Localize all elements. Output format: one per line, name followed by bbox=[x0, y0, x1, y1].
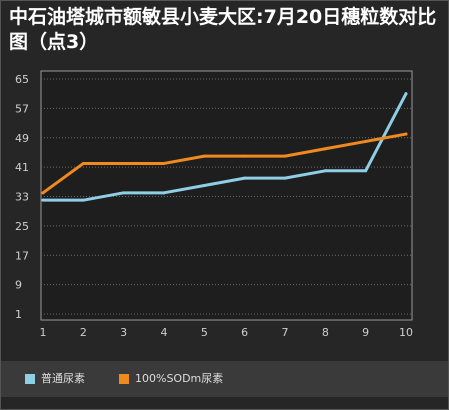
legend: 普通尿素 100%SODm尿素 bbox=[1, 361, 448, 397]
data-point-series-1[interactable] bbox=[243, 176, 247, 180]
data-point-series-1[interactable] bbox=[364, 169, 368, 173]
data-point-series-2[interactable] bbox=[283, 154, 287, 158]
x-tick-label: 6 bbox=[241, 326, 248, 339]
legend-swatch-series-2 bbox=[119, 374, 129, 384]
data-point-series-1[interactable] bbox=[404, 92, 408, 96]
data-point-series-2[interactable] bbox=[364, 139, 368, 143]
y-tick-label: 41 bbox=[15, 161, 29, 174]
data-point-series-2[interactable] bbox=[404, 132, 408, 136]
legend-swatch-series-1 bbox=[25, 374, 35, 384]
data-point-series-2[interactable] bbox=[202, 154, 206, 158]
legend-label-series-1: 普通尿素 bbox=[41, 372, 85, 385]
series-line-2[interactable] bbox=[41, 132, 408, 195]
y-tick-label: 1 bbox=[15, 308, 22, 321]
data-point-series-1[interactable] bbox=[41, 198, 45, 202]
x-tick-label: 2 bbox=[80, 326, 87, 339]
y-tick-label: 65 bbox=[15, 73, 29, 86]
y-tick-label: 9 bbox=[15, 279, 22, 292]
x-tick-label: 8 bbox=[322, 326, 329, 339]
data-point-series-2[interactable] bbox=[162, 161, 166, 165]
y-tick-label: 57 bbox=[15, 102, 29, 115]
y-tick-label: 33 bbox=[15, 191, 29, 204]
legend-label-series-2: 100%SODm尿素 bbox=[135, 372, 224, 385]
data-point-series-1[interactable] bbox=[323, 169, 327, 173]
x-tick-label: 1 bbox=[40, 326, 47, 339]
y-tick-label: 25 bbox=[15, 220, 29, 233]
series-line-1[interactable] bbox=[41, 92, 408, 202]
data-point-series-2[interactable] bbox=[323, 147, 327, 151]
data-point-series-2[interactable] bbox=[243, 154, 247, 158]
x-tick-label: 7 bbox=[282, 326, 289, 339]
x-tick-label: 3 bbox=[120, 326, 127, 339]
data-point-series-1[interactable] bbox=[202, 183, 206, 187]
data-point-series-2[interactable] bbox=[122, 161, 126, 165]
data-point-series-1[interactable] bbox=[81, 198, 85, 202]
data-point-series-1[interactable] bbox=[162, 191, 166, 195]
data-point-series-2[interactable] bbox=[81, 161, 85, 165]
chart-title: 中石油塔城市额敏县小麦大区:7月20日穗粒数对比图（点3） bbox=[9, 6, 437, 53]
y-tick-label: 17 bbox=[15, 249, 29, 262]
data-point-series-1[interactable] bbox=[283, 176, 287, 180]
x-tick-label: 9 bbox=[362, 326, 369, 339]
data-point-series-1[interactable] bbox=[122, 191, 126, 195]
y-tick-label: 49 bbox=[15, 132, 29, 145]
x-tick-label: 4 bbox=[161, 326, 168, 339]
x-tick-label: 5 bbox=[201, 326, 208, 339]
data-point-series-2[interactable] bbox=[41, 191, 45, 195]
x-tick-label: 10 bbox=[399, 326, 413, 339]
